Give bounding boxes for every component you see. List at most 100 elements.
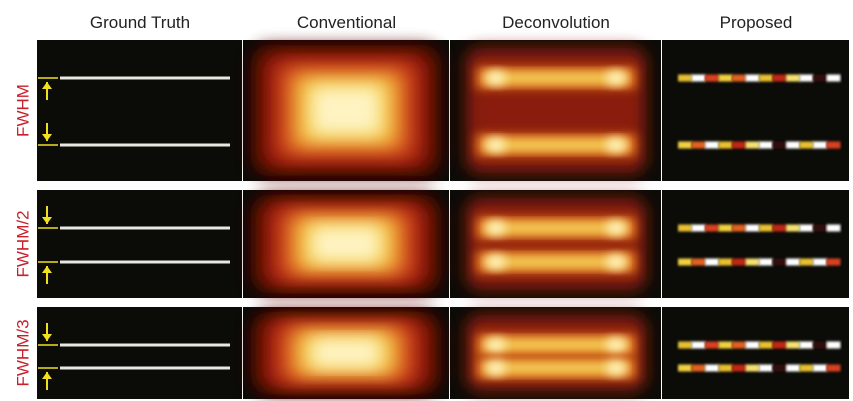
segment [732, 365, 746, 372]
panel [662, 40, 849, 181]
hotspot [486, 221, 506, 235]
segment [719, 75, 733, 82]
segment [786, 342, 800, 349]
segment [759, 225, 773, 232]
segment [773, 142, 787, 149]
segment [746, 225, 760, 232]
segment [813, 259, 827, 266]
segment [692, 342, 706, 349]
segment [746, 365, 760, 372]
segment [732, 342, 746, 349]
hotspot [606, 71, 626, 85]
figure: Ground Truth Conventional Deconvolution Pro… [0, 0, 853, 401]
segment [786, 225, 800, 232]
segment [800, 259, 814, 266]
row-label: FWHM [13, 84, 32, 137]
segment [827, 342, 841, 349]
segment [705, 259, 719, 266]
segment [800, 365, 814, 372]
segment [692, 259, 706, 266]
segment [678, 142, 692, 149]
segment [746, 342, 760, 349]
row-panels [37, 190, 849, 298]
segment [759, 75, 773, 82]
segment [813, 225, 827, 232]
segment [705, 142, 719, 149]
segment [678, 342, 692, 349]
segment [827, 225, 841, 232]
segment [786, 365, 800, 372]
segment [786, 75, 800, 82]
segment [813, 142, 827, 149]
segment [678, 365, 692, 372]
blob [313, 339, 380, 368]
segment [759, 365, 773, 372]
panel [37, 307, 242, 399]
segment [678, 75, 692, 82]
segment [773, 75, 787, 82]
segment [692, 142, 706, 149]
panel [37, 190, 242, 298]
segment [827, 142, 841, 149]
column-header: Proposed [720, 13, 793, 32]
segment [786, 142, 800, 149]
row-panels [37, 307, 849, 399]
segment [800, 142, 814, 149]
segment [746, 142, 760, 149]
segment [813, 365, 827, 372]
segment [692, 75, 706, 82]
segment [719, 225, 733, 232]
segment [827, 365, 841, 372]
segment [759, 342, 773, 349]
segment [705, 225, 719, 232]
segment [732, 259, 746, 266]
segment [813, 342, 827, 349]
segment [732, 142, 746, 149]
segment [692, 225, 706, 232]
segment [719, 365, 733, 372]
row-panels [37, 40, 849, 181]
segment [705, 75, 719, 82]
column-header: Ground Truth [90, 13, 190, 32]
hotspot [486, 361, 506, 375]
hotspot [606, 221, 626, 235]
row-label: FWHM/3 [13, 319, 32, 386]
segment [759, 142, 773, 149]
hotspot [606, 255, 626, 269]
segment [759, 259, 773, 266]
segment [827, 259, 841, 266]
segment [732, 75, 746, 82]
hotspot [486, 138, 506, 152]
segment [813, 75, 827, 82]
segment [678, 225, 692, 232]
segment [719, 342, 733, 349]
segment [827, 75, 841, 82]
blob [466, 198, 646, 290]
column-header: Deconvolution [502, 13, 610, 32]
segment [786, 259, 800, 266]
segment [773, 259, 787, 266]
segment [678, 259, 692, 266]
hotspot [486, 338, 506, 352]
panel [662, 190, 849, 298]
segment [719, 259, 733, 266]
segment [773, 342, 787, 349]
blob [313, 88, 380, 134]
segment [800, 342, 814, 349]
segment [705, 342, 719, 349]
hotspot [606, 338, 626, 352]
segment [719, 142, 733, 149]
segment [746, 259, 760, 266]
panel [37, 40, 242, 181]
row-label: FWHM/2 [13, 210, 32, 277]
hotspot [606, 361, 626, 375]
blob [313, 227, 380, 261]
segment [773, 365, 787, 372]
segment [800, 75, 814, 82]
column-header: Conventional [297, 13, 396, 32]
panel [662, 307, 849, 399]
segment [773, 225, 787, 232]
hotspot [486, 71, 506, 85]
segment [692, 365, 706, 372]
hotspot [486, 255, 506, 269]
